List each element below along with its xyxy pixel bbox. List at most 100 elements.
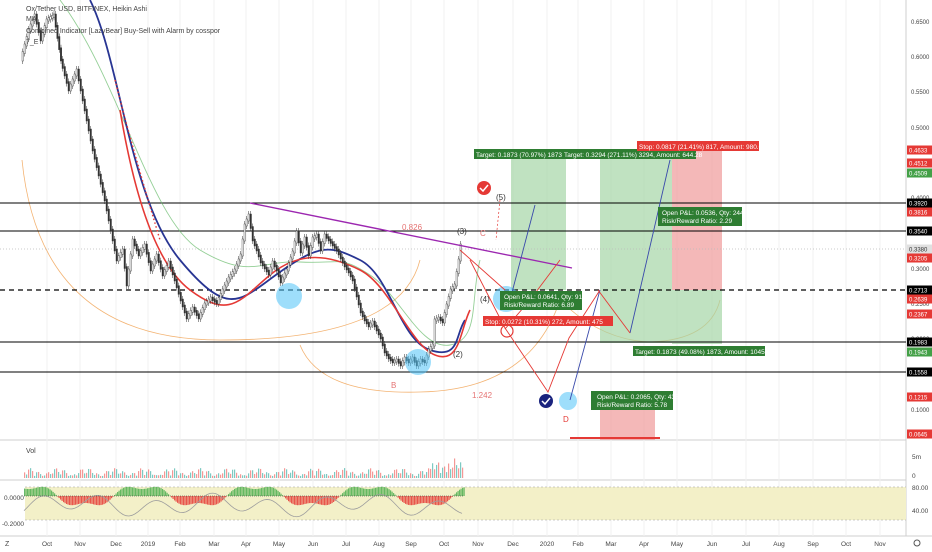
- time-axis-label: Oct: [439, 541, 449, 548]
- time-axis-label: Feb: [174, 541, 186, 548]
- indicator-7e-label[interactable]: 7_E: [26, 39, 39, 46]
- price-tag-label: 0.3205: [909, 257, 928, 263]
- open-pl-3b-text: Risk/Reward Ratio: 5.78: [597, 402, 667, 409]
- wave-5-label: (5): [496, 193, 506, 202]
- time-axis-label: Feb: [572, 541, 584, 548]
- indicator-combined-label[interactable]: Combined Indicator [LazyBear] Buy-Sell w…: [26, 28, 221, 35]
- volume-tick-0: 0: [912, 473, 916, 480]
- open-pl-2a-text: Open P&L: 0.0641, Qty: 919: [504, 294, 586, 301]
- price-tag-label: 0.1943: [909, 351, 928, 357]
- indicator-ma-label[interactable]: MA: [26, 16, 37, 23]
- volume-label[interactable]: Vol: [26, 448, 36, 455]
- open-pl-1a-text: Open P&L: 0.0536, Qty: 244: [662, 210, 744, 217]
- time-axis-label: Mar: [208, 541, 220, 548]
- price-tick-label: 0.5500: [911, 90, 930, 96]
- trade-label-target-3[interactable]: Target: 0.1873 (49.08%) 1873, Amount: 10…: [633, 346, 771, 356]
- time-axis-label: May: [273, 541, 286, 548]
- stop-zone-2[interactable]: [600, 405, 655, 440]
- trade-label-stop-2[interactable]: Stop: 0.0272 (10.31%) 272, Amount: 475: [483, 316, 613, 326]
- open-pl-1b-text: Risk/Reward Ratio: 2.29: [662, 218, 732, 225]
- alert-icon-red[interactable]: [477, 181, 491, 195]
- volume-tick-5m: 5m: [912, 454, 921, 461]
- wave-2-label: (2): [453, 350, 463, 359]
- marker-circle-4[interactable]: [559, 392, 577, 410]
- target-2-text: Target: 0.3294 (271.11%) 3294, Amount: 6…: [564, 152, 703, 159]
- price-tick-label: 0.6500: [911, 20, 930, 26]
- time-axis-label: Nov: [74, 541, 86, 548]
- price-tag-label: 0.4512: [909, 162, 928, 168]
- time-axis-label: Apr: [241, 541, 252, 548]
- trade-label-stop-1[interactable]: Stop: 0.0817 (21.41%) 817, Amount: 980.0…: [637, 141, 766, 151]
- price-tag-label: 0.3816: [909, 211, 928, 217]
- time-axis-label: Jul: [742, 541, 751, 548]
- time-axis-label: Nov: [472, 541, 484, 548]
- price-tick-label: 0.6000: [911, 55, 930, 61]
- time-axis-label: Nov: [874, 541, 886, 548]
- time-axis-label: Aug: [773, 541, 785, 548]
- price-axis[interactable]: [906, 0, 932, 550]
- target-zone-2[interactable]: [600, 158, 672, 343]
- time-axis-label: Oct: [42, 541, 52, 548]
- wave-3-label: (3): [457, 227, 467, 236]
- main-pane[interactable]: [0, 0, 906, 440]
- price-tick-label: 0.3000: [911, 267, 930, 273]
- time-axis-label: Mar: [605, 541, 617, 548]
- price-tag-label: 0.0645: [909, 433, 928, 439]
- open-pl-2b-text: Risk/Reward Ratio: 6.89: [504, 302, 574, 309]
- point-d-label: D: [563, 415, 569, 424]
- price-tag-label: 0.2639: [909, 298, 928, 304]
- time-axis-label: 2020: [540, 541, 555, 548]
- zoom-icon[interactable]: Z: [5, 541, 10, 548]
- time-axis[interactable]: Oct Nov Dec 2019 Feb Mar Apr May Jun Jul Aug Sep Oct…: [42, 541, 887, 548]
- marker-circle-2[interactable]: [405, 349, 431, 375]
- trade-label-open-pl-3[interactable]: Open P&L: 0.2065, Qty: 438 Risk/Reward R…: [591, 391, 679, 410]
- wave-4-label: (4): [480, 295, 490, 304]
- osc-tick-40: 40.00: [912, 508, 929, 515]
- time-axis-label: Sep: [405, 541, 417, 548]
- stop-2-text: Stop: 0.0272 (10.31%) 272, Amount: 475: [485, 319, 603, 326]
- price-tag-label: 0.1215: [909, 396, 928, 402]
- price-tag-label: 0.4509: [909, 172, 928, 178]
- point-b-label: B: [391, 381, 396, 390]
- price-tick-label: 0.1000: [911, 408, 930, 414]
- time-axis-label: Jun: [707, 541, 718, 548]
- fib-label-0826: 0.826: [402, 223, 423, 232]
- osc-value-zero: 0.0000: [4, 495, 24, 502]
- target-3-text: Target: 0.1873 (49.08%) 1873, Amount: 10…: [635, 349, 771, 356]
- symbol-title[interactable]: Ox/Tether USD, BITFINEX, Heikin Ashi: [26, 6, 147, 13]
- price-tag-label: 0.4633: [909, 149, 928, 155]
- trade-label-open-pl-2[interactable]: Open P&L: 0.0641, Qty: 919 Risk/Reward R…: [500, 291, 586, 310]
- point-c-label: C: [480, 229, 486, 238]
- alert-icon-blue[interactable]: [539, 394, 553, 408]
- time-axis-label: Apr: [639, 541, 650, 548]
- trade-label-open-pl-1[interactable]: Open P&L: 0.0536, Qty: 244 Risk/Reward R…: [658, 207, 744, 226]
- time-axis-label: 2019: [141, 541, 156, 548]
- price-tag-label: 0.2367: [909, 313, 928, 319]
- time-axis-label: Sep: [807, 541, 819, 548]
- price-tick-label: 0.5000: [911, 126, 930, 132]
- price-tag-label: 0.1558: [909, 371, 928, 377]
- time-axis-label: Dec: [507, 541, 519, 548]
- volume-bars: [24, 458, 463, 478]
- price-tag-label: 0.3380: [909, 248, 928, 254]
- price-tag-label: 0.3920: [909, 202, 928, 208]
- price-tag-label: 0.1983: [909, 341, 928, 347]
- time-axis-label: May: [671, 541, 684, 548]
- price-tag-label: 0.3540: [909, 230, 928, 236]
- time-axis-label: Jun: [308, 541, 319, 548]
- target-zone-1[interactable]: [511, 158, 566, 290]
- trade-label-target-1[interactable]: Target: 0.1873 (70.97%) 1873, A: [474, 149, 572, 159]
- marker-circle-1[interactable]: [276, 283, 302, 309]
- osc-tick-80: 80.00: [912, 485, 929, 492]
- stop-1-text: Stop: 0.0817 (21.41%) 817, Amount: 980.0…: [639, 144, 766, 151]
- time-axis-label: Dec: [110, 541, 122, 548]
- open-pl-3a-text: Open P&L: 0.2065, Qty: 438: [597, 394, 679, 401]
- time-axis-label: Oct: [841, 541, 851, 548]
- fib-label-1242: 1.242: [472, 391, 493, 400]
- osc-value-neg: -0.2000: [2, 521, 24, 528]
- target-zone-3[interactable]: [672, 290, 722, 344]
- target-1-text: Target: 0.1873 (70.97%) 1873, A: [476, 152, 570, 159]
- time-axis-label: Jul: [342, 541, 351, 548]
